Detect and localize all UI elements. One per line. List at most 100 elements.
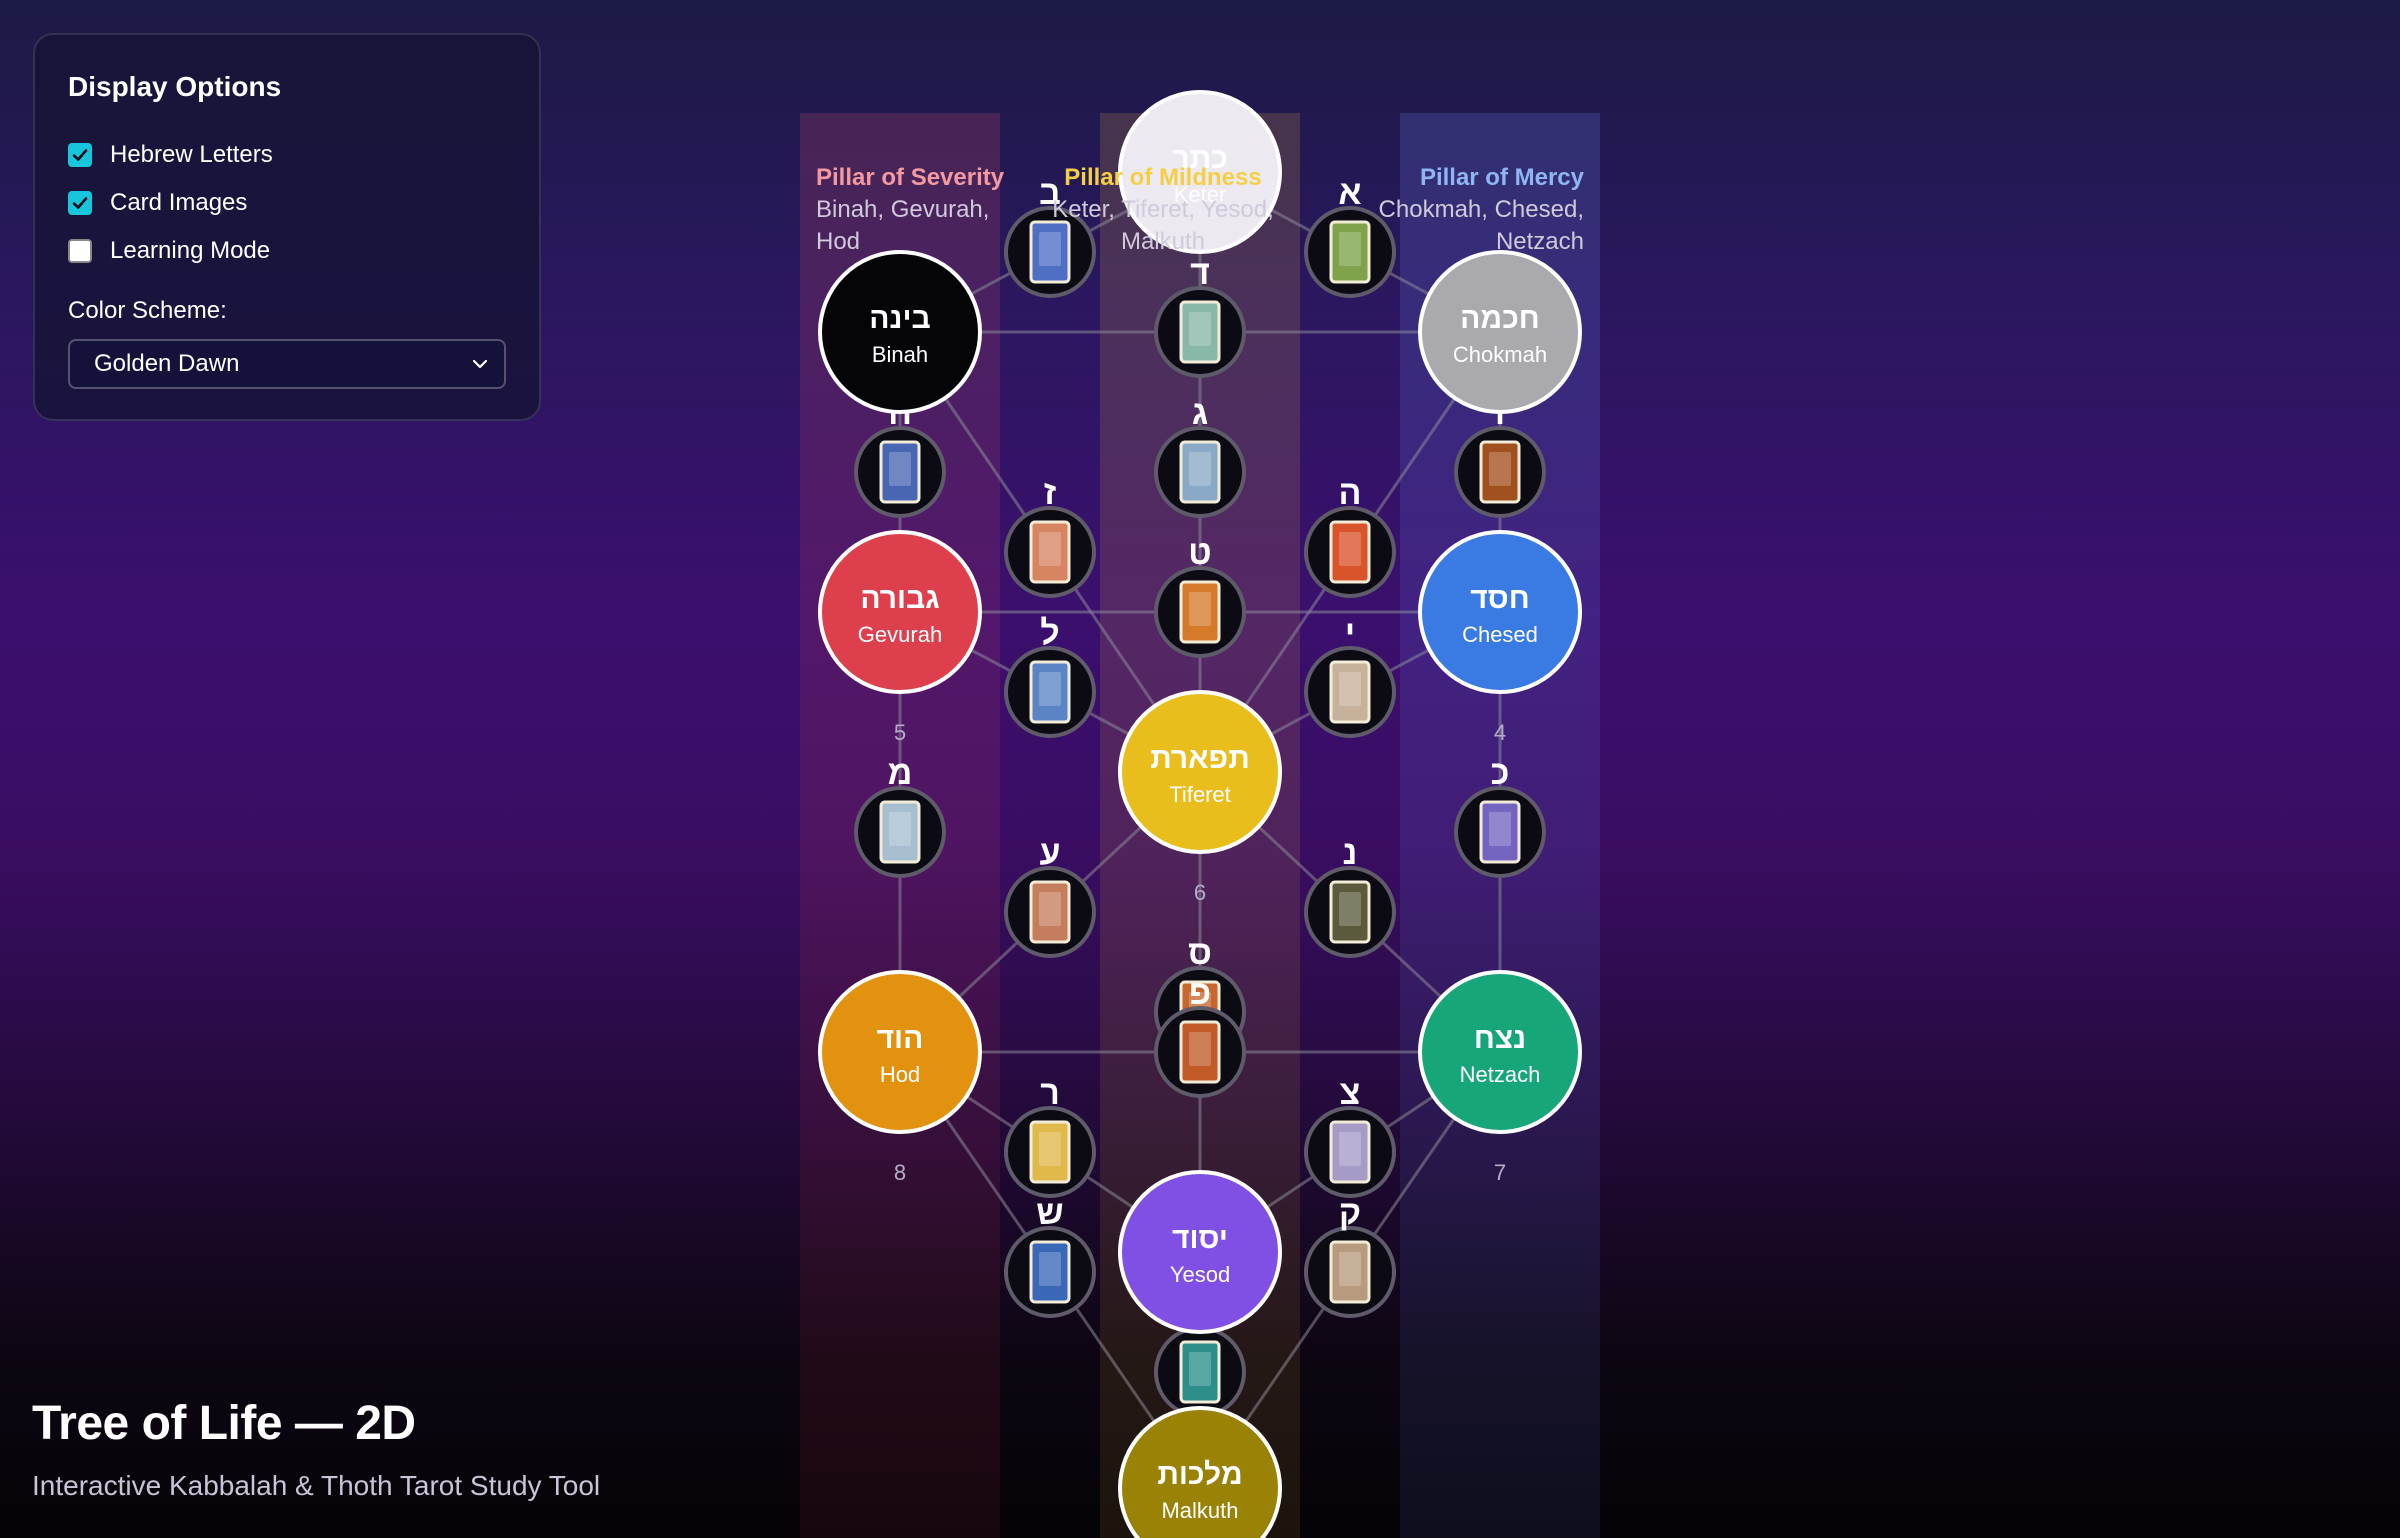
sephira-keter[interactable]: כתר Keter [1118,90,1282,254]
sephira-name: Chokmah [1453,342,1547,367]
sephira-netzach[interactable]: נצח Netzach 7 [1418,970,1582,1185]
card-images-checkbox[interactable] [68,191,92,215]
tarot-card-thumbnail [1179,1020,1221,1084]
sephira-gevurah[interactable]: גבורה Gevurah 5 [818,530,982,745]
path-node[interactable]: ה [1304,474,1396,598]
sephira-binah[interactable]: בינה Binah [818,250,982,414]
pillar-mildness-header: Pillar of Mildness Keter, Tiferet, Yesod… [1052,164,1273,255]
learning-mode-checkbox[interactable] [68,239,92,263]
sephira-hebrew-name: גבורה [860,582,939,615]
tarot-card-figure [1189,312,1211,346]
path-hebrew-letter: ט [1188,534,1211,572]
sephira-circle [1118,1406,1282,1538]
sephira-hebrew-name: בינה [869,302,930,335]
path-node[interactable]: ד [1154,254,1246,378]
path-node[interactable]: נ [1304,834,1396,958]
app-title: Tree of Life — 2D [32,1397,416,1450]
tarot-card-thumbnail [1179,580,1221,644]
color-scheme-label: Color Scheme: [68,297,227,324]
display-options-panel: Display Options Hebrew Letters Card Imag… [33,33,541,421]
path-node[interactable]: ט [1154,534,1246,658]
path-node[interactable]: מ [854,754,946,878]
chevron-down-icon [472,359,488,369]
path-node[interactable]: ח [854,394,946,518]
path-hebrew-letter: כ [1491,754,1510,792]
sephira-number: 4 [1494,720,1506,745]
tarot-card-thumbnail [1329,220,1371,284]
tarot-card-figure [1339,1252,1361,1286]
option-hebrew-letters[interactable]: Hebrew Letters [68,131,506,179]
tarot-card-figure [1189,592,1211,626]
sephira-name: Binah [872,342,928,367]
sephira-chesed[interactable]: חסד Chesed 4 [1418,530,1582,745]
tarot-card-thumbnail [1029,520,1071,584]
sephira-tiferet[interactable]: תפארת Tiferet 6 [1118,690,1282,905]
tarot-card-figure [889,452,911,486]
color-scheme-select[interactable]: Golden Dawn [68,339,506,389]
path-node[interactable]: ו [1454,394,1546,518]
tarot-card-thumbnail [1029,1120,1071,1184]
tarot-card-thumbnail [1329,880,1371,944]
tarot-card-thumbnail [1329,1240,1371,1304]
tarot-card-figure [1189,452,1211,486]
tarot-card-thumbnail [1329,520,1371,584]
path-node[interactable]: ר [1004,1074,1096,1198]
path-node[interactable]: י [1304,614,1396,738]
sephira-hod[interactable]: הוד Hod 8 [818,970,982,1185]
sephira-name: Hod [880,1062,920,1087]
path-node[interactable]: ב [1004,174,1096,298]
path-node[interactable]: כ [1454,754,1546,878]
path-node[interactable]: ל [1004,614,1096,738]
path-node[interactable]: ג [1154,394,1246,518]
pillar-mercy-header: Pillar of Mercy Chokmah, Chesed, Netzach [1379,164,1585,255]
path-hebrew-letter: ע [1039,834,1060,872]
sephira-circle [1418,970,1582,1134]
tarot-card-figure [1189,1032,1211,1066]
sephira-chokmah[interactable]: חכמה Chokmah [1418,250,1582,414]
tarot-card-thumbnail [879,440,921,504]
path-node[interactable]: פ [1154,974,1246,1098]
path-node[interactable]: צ [1304,1074,1396,1198]
path-node[interactable]: ש [1004,1194,1096,1318]
path-hebrew-letter: מ [888,754,913,792]
check-icon [72,197,88,209]
sephira-malkuth[interactable]: מלכות Malkuth [1118,1406,1282,1538]
sephira-name: Yesod [1170,1262,1230,1287]
tarot-card-figure [1339,232,1361,266]
tarot-card-thumbnail [1179,300,1221,364]
path-hebrew-letter: ק [1339,1194,1361,1232]
sephirot: כתרKeterחכמהChokmahבינהBinahחסדChesed4גב… [818,90,1582,1538]
option-learning-mode[interactable]: Learning Mode [68,227,506,275]
tarot-card-thumbnail [1029,880,1071,944]
sephira-circle [1118,1170,1282,1334]
path-node[interactable]: ז [1004,474,1096,598]
pillar-mercy-sephirot-line1: Chokmah, Chesed, [1379,196,1584,223]
tarot-card-thumbnail [1479,440,1521,504]
sephira-name: Netzach [1460,1062,1541,1087]
hebrew-letters-checkbox[interactable] [68,143,92,167]
path-node[interactable]: ק [1304,1194,1396,1318]
sephira-circle [1118,690,1282,854]
sephira-name: Keter [1174,182,1227,207]
sephira-name: Malkuth [1161,1498,1238,1523]
tarot-card-figure [1339,892,1361,926]
path-node[interactable]: א [1304,174,1396,298]
sephira-hebrew-name: נצח [1474,1022,1526,1055]
option-card-images[interactable]: Card Images [68,179,506,227]
sephira-yesod[interactable]: יסוד Yesod [1118,1170,1282,1334]
tarot-card-thumbnail [1029,1240,1071,1304]
card-images-label: Card Images [110,189,248,216]
path-node[interactable]: ע [1004,834,1096,958]
sephira-circle [1418,530,1582,694]
sephira-number: 5 [894,720,906,745]
tarot-card-thumbnail [1029,220,1071,284]
sephira-hebrew-name: מלכות [1157,1458,1242,1491]
path-hebrew-letter: פ [1189,974,1211,1012]
sephira-circle [1418,250,1582,414]
path-hebrew-letter: ל [1040,614,1059,652]
tarot-card-figure [1039,232,1061,266]
path-hebrew-letter: י [1345,614,1355,652]
pillar-severity-name: Pillar of Severity [816,164,1005,191]
path-hebrew-letter: ז [1044,474,1056,512]
